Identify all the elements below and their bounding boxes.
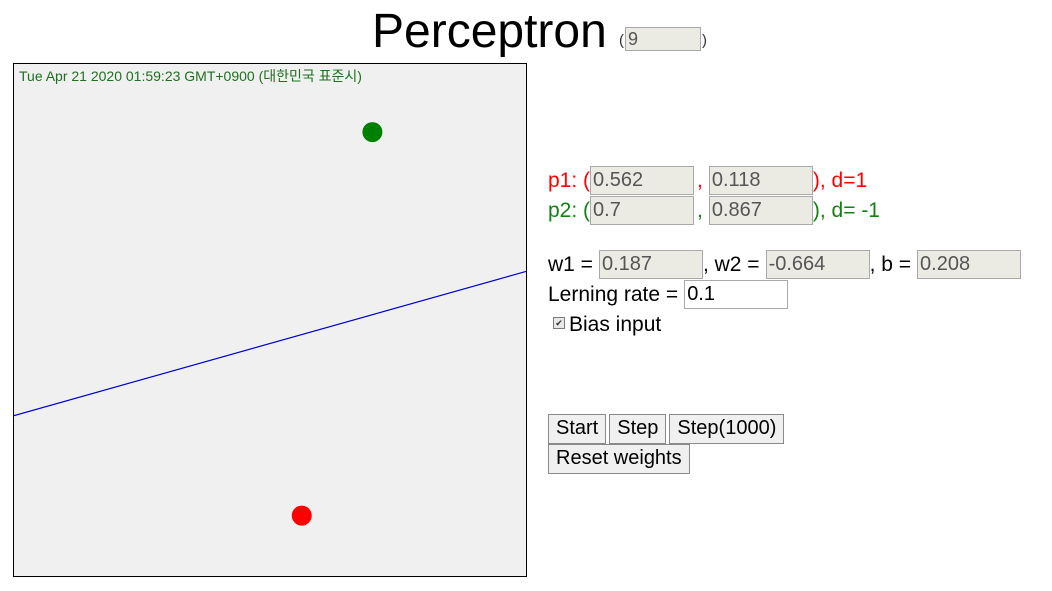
action-buttons-row: Start Step Step(1000) [548, 414, 787, 444]
canvas-timestamp: Tue Apr 21 2020 01:59:23 GMT+0900 (대한민국 … [19, 68, 362, 84]
p1-separator: , [697, 169, 703, 192]
w2-label: , w2 = [702, 253, 760, 276]
p2-x-field[interactable] [590, 196, 695, 225]
p1-y-field[interactable] [708, 166, 813, 195]
page-title: Perceptron [372, 5, 607, 58]
point-p1-marker[interactable] [291, 505, 312, 526]
bias-input-label: Bias input [569, 313, 662, 336]
w1-field[interactable] [598, 250, 703, 279]
p2-suffix: ), d= -1 [812, 199, 880, 222]
learning-rate-input[interactable] [684, 280, 789, 309]
p2-separator: , [697, 199, 703, 222]
step-button[interactable]: Step [609, 414, 667, 444]
point-p2-marker[interactable] [362, 122, 383, 143]
perceptron-canvas[interactable]: Tue Apr 21 2020 01:59:23 GMT+0900 (대한민국 … [13, 63, 527, 577]
p1-prefix: p1: ( [548, 169, 591, 192]
counter-paren-close: ) [702, 32, 707, 49]
counter-paren-open: ( [619, 32, 624, 49]
weights-row: w1 = , w2 = , b = [548, 250, 1022, 280]
p2-y-field[interactable] [708, 196, 813, 225]
plot-area [14, 122, 526, 526]
p1-suffix: ), d=1 [812, 169, 868, 192]
header: Perceptron () [0, 0, 1052, 62]
p1-x-field[interactable] [590, 166, 695, 195]
learning-rate-label: Lerning rate = [548, 283, 679, 306]
start-button[interactable]: Start [548, 414, 607, 444]
bias-input-row: ✔ Bias input [548, 310, 661, 340]
iteration-counter: () [619, 27, 707, 55]
learning-rate-row: Lerning rate = [548, 280, 789, 310]
p1-row: p1: (, ), d=1 [548, 166, 867, 196]
reset-row: Reset weights [548, 444, 693, 474]
iteration-counter-field[interactable] [625, 27, 701, 51]
p2-row: p2: (, ), d= -1 [548, 196, 880, 226]
decision-boundary-line [14, 270, 526, 417]
p2-prefix: p2: ( [548, 199, 591, 222]
bias-input-checkbox[interactable]: ✔ [553, 317, 565, 330]
w2-field[interactable] [765, 250, 870, 279]
w1-label: w1 = [548, 253, 593, 276]
reset-weights-button[interactable]: Reset weights [548, 444, 690, 474]
bias-weight-label: , b = [869, 253, 912, 276]
bias-weight-field[interactable] [917, 250, 1022, 279]
step-1000-button[interactable]: Step(1000) [669, 414, 785, 444]
